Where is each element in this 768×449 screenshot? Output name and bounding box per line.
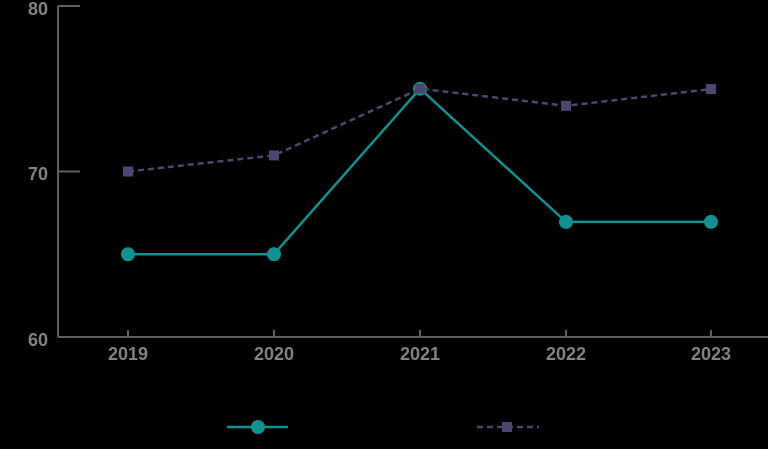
svg-text:80: 80 xyxy=(28,0,48,19)
svg-text:2020: 2020 xyxy=(254,344,294,364)
svg-text:2019: 2019 xyxy=(108,344,148,364)
svg-text:2021: 2021 xyxy=(400,344,440,364)
svg-text:70: 70 xyxy=(28,164,48,184)
svg-text:60: 60 xyxy=(28,330,48,350)
svg-text:2023: 2023 xyxy=(691,344,731,364)
svg-text:2022: 2022 xyxy=(546,344,586,364)
